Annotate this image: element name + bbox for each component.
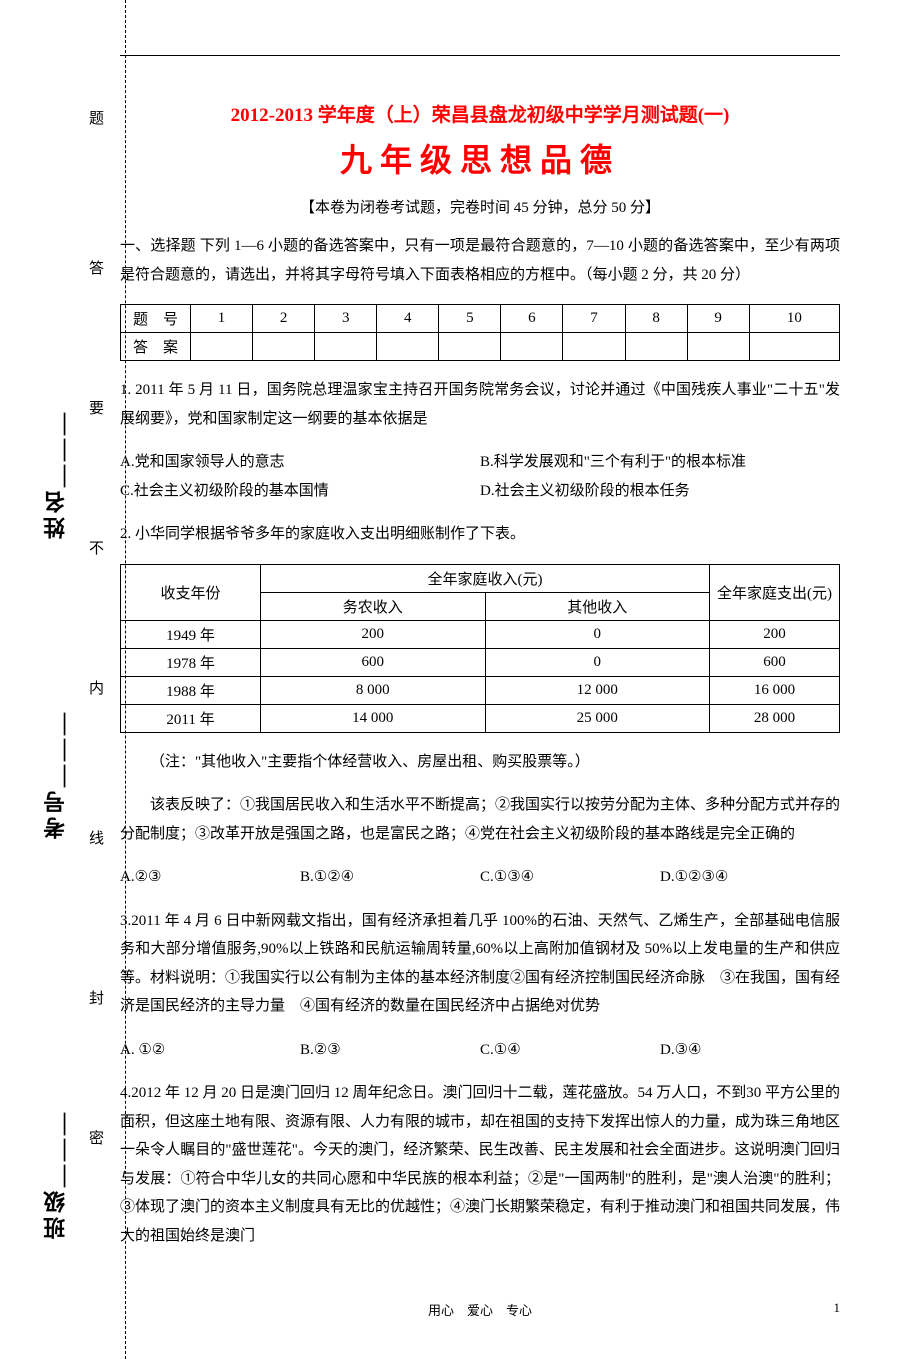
q3-opt-d: D.③④: [660, 1036, 840, 1065]
seal-char: 不: [85, 540, 106, 555]
seal-char: 密: [85, 1130, 106, 1145]
exam-title-line1: 2012-2013 学年度（上）荣昌县盘龙初级中学学月测试题(一): [120, 100, 840, 127]
q3-opt-b: B.②③: [300, 1036, 480, 1065]
q2-opt-d: D.①②③④: [660, 863, 840, 892]
table-row: 1988 年 8 000 12 000 16 000: [121, 676, 840, 704]
q2-opt-b: B.①②④: [300, 863, 480, 892]
answer-cell[interactable]: [315, 333, 377, 361]
footer-motto: 用心 爱心 专心: [428, 1303, 532, 1318]
q1-text: 1. 2011 年 5 月 11 日，国务院总理温家宝主持召开国务院常务会议，讨…: [120, 376, 840, 433]
seal-char: 题: [85, 110, 106, 125]
fold-dotline: [125, 0, 126, 1359]
binding-margin: 题 答 要 不 内 线 封 密 班级＿＿＿ 考号＿＿＿ 姓名＿＿＿: [30, 0, 120, 1359]
examno-label: 考号＿＿＿: [40, 709, 72, 839]
table-row: 1949 年 200 0 200: [121, 620, 840, 648]
table-row: 2011 年 14 000 25 000 28 000: [121, 704, 840, 732]
ans-row-label: 题 号: [121, 305, 191, 333]
answer-cell[interactable]: [439, 333, 501, 361]
exam-subtitle: 【本卷为闭卷考试题，完卷时间 45 分钟，总分 50 分】: [120, 196, 840, 217]
q3-opt-a: A. ①②: [120, 1036, 300, 1065]
page-footer: 用心 爱心 专心 1: [120, 1300, 840, 1319]
answer-cell[interactable]: [749, 333, 839, 361]
answer-cell[interactable]: [377, 333, 439, 361]
top-rule: [120, 55, 840, 56]
ans-row-label: 答 案: [121, 333, 191, 361]
q3-opt-c: C.①④: [480, 1036, 660, 1065]
q2-opt-c: C.①③④: [480, 863, 660, 892]
q4-text: 4.2012 年 12 月 20 日是澳门回归 12 周年纪念日。澳门回归十二载…: [120, 1079, 840, 1250]
q1-opt-c: C.社会主义初级阶段的基本国情: [120, 477, 480, 506]
q2-analysis: 该表反映了：①我国居民收入和生活水平不断提高；②我国实行以按劳分配为主体、多种分…: [120, 791, 840, 848]
q2-text: 2. 小华同学根据爷爷多年的家庭收入支出明细账制作了下表。: [120, 520, 840, 549]
section1-heading: 一、选择题 下列 1—6 小题的备选答案中，只有一项是最符合题意的，7—10 小…: [120, 232, 840, 289]
answer-cell[interactable]: [563, 333, 625, 361]
seal-char: 要: [85, 400, 106, 415]
q3-text: 3.2011 年 4 月 6 日中新网载文指出，国有经济承担着几乎 100%的石…: [120, 907, 840, 1021]
seal-char: 线: [85, 830, 106, 845]
q1-opt-a: A.党和国家领导人的意志: [120, 448, 480, 477]
q2-opt-a: A.②③: [120, 863, 300, 892]
seal-char: 内: [85, 680, 106, 695]
seal-char: 答: [85, 260, 106, 275]
exam-title-line2: 九年级思想品德: [120, 135, 840, 181]
exam-page: 题 答 要 不 内 线 封 密 班级＿＿＿ 考号＿＿＿ 姓名＿＿＿ 2012-2…: [0, 0, 920, 1359]
answer-grid: 题 号 1 2 3 4 5 6 7 8 9 10 答 案: [120, 304, 840, 361]
q1-opt-b: B.科学发展观和"三个有利于"的根本标准: [480, 448, 840, 477]
page-number: 1: [834, 1300, 841, 1316]
name-label: 姓名＿＿＿: [40, 409, 72, 539]
seal-char: 封: [85, 990, 106, 1005]
answer-cell[interactable]: [625, 333, 687, 361]
answer-cell[interactable]: [191, 333, 253, 361]
q2-note: （注："其他收入"主要指个体经营收入、房屋出租、购买股票等。）: [120, 748, 840, 777]
answer-cell[interactable]: [687, 333, 749, 361]
table-row: 1978 年 600 0 600: [121, 648, 840, 676]
q1-opt-d: D.社会主义初级阶段的根本任务: [480, 477, 840, 506]
answer-cell[interactable]: [253, 333, 315, 361]
q2-options: A.②③ B.①②④ C.①③④ D.①②③④: [120, 863, 840, 892]
class-label: 班级＿＿＿: [40, 1109, 72, 1239]
income-table: 收支年份 全年家庭收入(元) 全年家庭支出(元) 务农收入 其他收入 1949 …: [120, 564, 840, 733]
answer-cell[interactable]: [501, 333, 563, 361]
q3-options: A. ①② B.②③ C.①④ D.③④: [120, 1036, 840, 1065]
q1-options: A.党和国家领导人的意志 B.科学发展观和"三个有利于"的根本标准 C.社会主义…: [120, 448, 840, 505]
